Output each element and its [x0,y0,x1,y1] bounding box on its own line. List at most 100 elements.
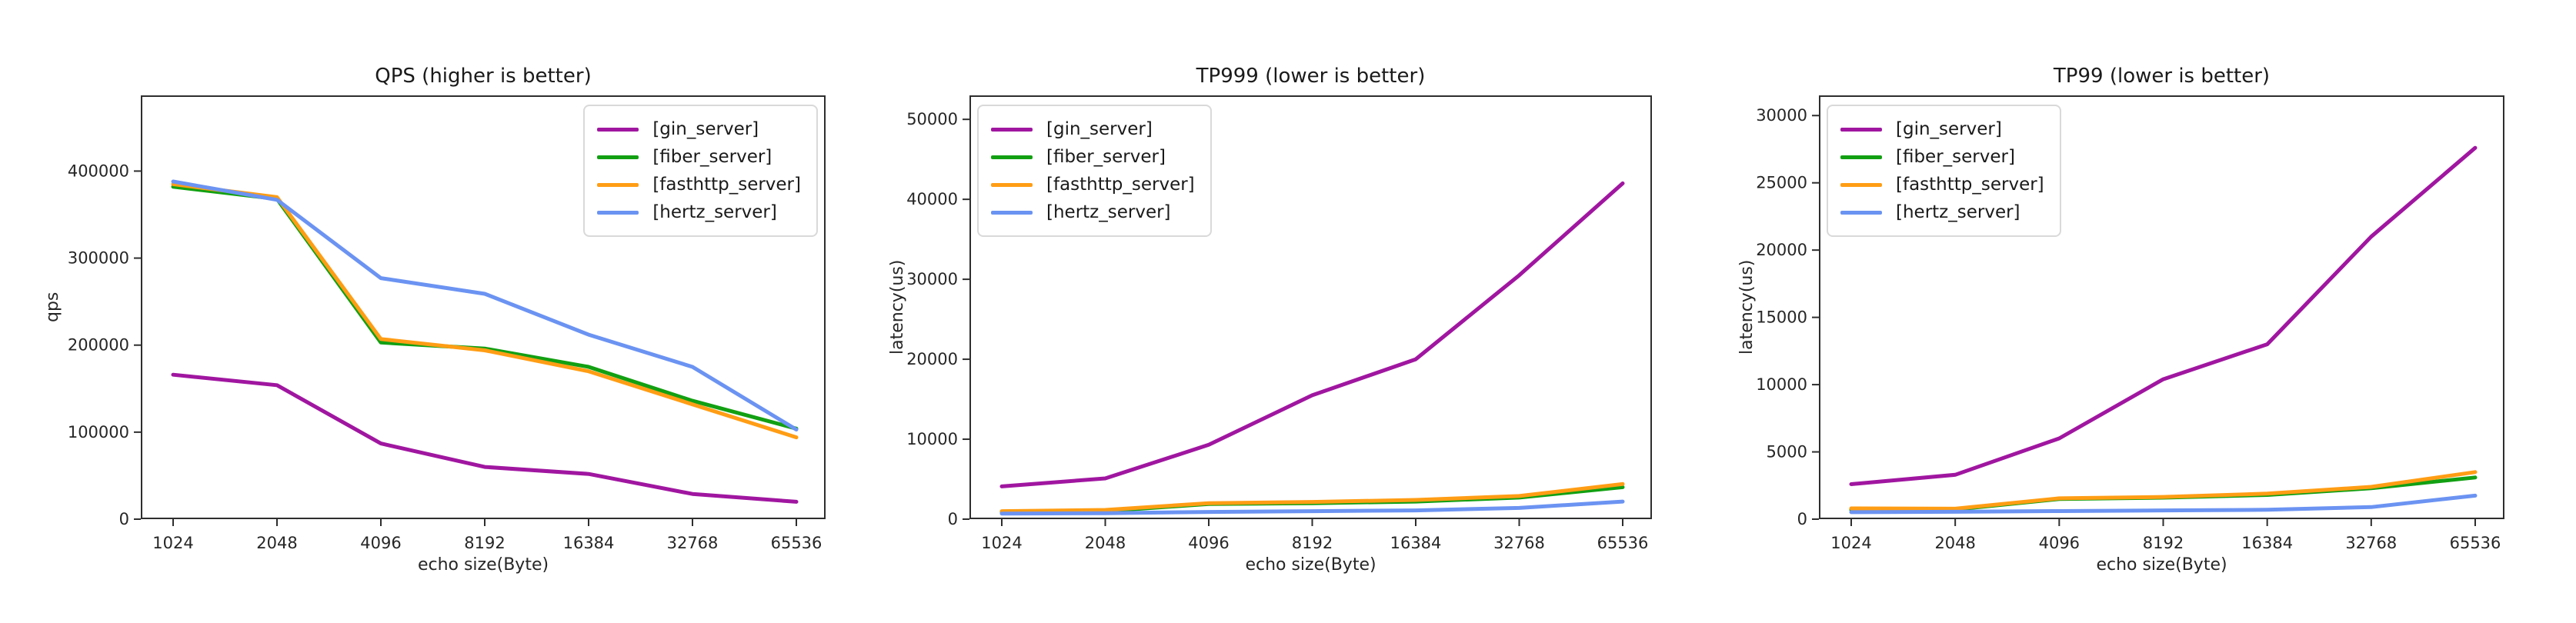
x-axis-label: echo size(Byte) [2096,555,2227,575]
series-line-hertz_server [1849,493,2478,515]
x-tick-label: 1024 [981,534,1022,552]
legend-label: [fasthttp_server] [1896,175,2044,195]
x-tick-label: 65536 [1597,534,1649,552]
x-tick-label: 16384 [1390,534,1442,552]
y-tick-label: 400000 [68,162,129,180]
plot-area: 0 100000 200000 300000 400000 1024 2048 4096 819… [68,95,826,552]
legend-item-fasthttp_server: [fasthttp_server] [597,171,801,198]
x-tick-label: 32768 [667,534,719,552]
legend-label: [hertz_server] [652,202,777,222]
series-line-gin_server [1849,145,2478,486]
legend-label: [gin_server] [1896,119,2002,139]
series-line-gin_server [171,372,799,504]
legend-line-swatch [597,155,639,159]
y-tick-label: 20000 [906,350,958,368]
x-tick-label: 65536 [2450,534,2501,552]
legend: [gin_server] [fiber_server] [fasthttp_serv… [977,105,1212,237]
x-tick-label: 4096 [360,534,401,552]
x-tick-label: 8192 [464,534,505,552]
x-axis-label: echo size(Byte) [417,555,549,575]
y-tick-label: 40000 [906,190,958,208]
legend-label: [hertz_server] [1896,202,2020,222]
y-tick-label: 0 [948,510,958,528]
legend-line-swatch [991,127,1033,132]
legend-item-hertz_server: [hertz_server] [1840,198,2044,226]
plot-area: 0 10000 20000 30000 40000 50000 1024 2048 4096 81… [906,95,1652,552]
y-axis-label: latency(us) [1737,259,1757,355]
y-tick-label: 20000 [1756,241,1807,259]
x-tick-label: 1024 [152,534,193,552]
x-tick-label: 32768 [1493,534,1545,552]
x-tick-label: 2048 [256,534,297,552]
legend-line-swatch [991,182,1033,187]
legend-line-swatch [597,182,639,187]
y-tick-label: 25000 [1756,174,1807,192]
x-tick-label: 1024 [1830,534,1871,552]
x-tick-label: 16384 [2241,534,2293,552]
y-tick-label: 5000 [1767,443,1807,461]
legend-item-fiber_server: [fiber_server] [597,143,801,171]
legend-label: [gin_server] [1046,119,1153,139]
x-tick-label: 4096 [2039,534,2080,552]
legend-line-swatch [991,210,1033,215]
legend-item-hertz_server: [hertz_server] [597,198,801,226]
axes-frame [141,95,826,519]
x-tick-label: 8192 [1292,534,1333,552]
y-tick-label: 15000 [1756,308,1807,327]
legend-line-swatch [991,155,1033,159]
y-tick-label: 200000 [68,336,129,355]
axes-frame [969,95,1652,519]
x-axis-label: echo size(Byte) [1245,555,1376,575]
legend-label: [hertz_server] [1046,202,1171,222]
y-tick-label: 0 [119,510,129,528]
y-axis-label: latency(us) [888,259,907,355]
x-tick-label: 2048 [1085,534,1126,552]
y-tick-label: 30000 [1756,106,1807,125]
chart-tp999: TP999 (lower is better) latency(us) 0 100… [859,0,1717,623]
legend-item-fasthttp_server: [fasthttp_server] [991,171,1195,198]
legend-label: [fiber_server] [1896,147,2015,167]
legend-line-swatch [1840,155,1882,159]
legend-item-fiber_server: [fiber_server] [1840,143,2044,171]
legend-item-gin_server: [gin_server] [1840,115,2044,143]
y-tick-label: 10000 [906,430,958,448]
series-line-fasthttp_server [999,481,1625,514]
legend-line-swatch [1840,182,1882,187]
x-tick-label: 65536 [771,534,823,552]
legend-label: [fiber_server] [1046,147,1166,167]
legend: [gin_server] [fiber_server] [fasthttp_serv… [583,105,818,237]
series-line-hertz_server [999,499,1625,516]
y-tick-label: 30000 [906,270,958,288]
legend-line-swatch [1840,210,1882,215]
y-tick-label: 50000 [906,110,958,128]
legend-label: [gin_server] [652,119,759,139]
x-tick-label: 8192 [2143,534,2184,552]
series-line-gin_server [999,181,1625,488]
axes-frame [1819,95,2504,519]
plot-area: 0 5000 10000 15000 20000 25000 30000 1024 2048 40… [1756,95,2504,552]
series-line-fasthttp_server [171,182,799,440]
x-tick-label: 16384 [563,534,615,552]
y-axis-label: qps [43,292,62,323]
y-tick-label: 0 [1797,510,1807,528]
chart-tp99: TP99 (lower is better) latency(us) 0 5000… [1717,0,2576,623]
legend-label: [fasthttp_server] [1046,175,1195,195]
legend-label: [fasthttp_server] [652,175,801,195]
legend-line-swatch [1840,127,1882,132]
x-tick-label: 32768 [2345,534,2397,552]
y-tick-label: 100000 [68,423,129,441]
chart-title: TP999 (lower is better) [1196,65,1426,88]
x-tick-label: 2048 [1934,534,1975,552]
chart-title: TP99 (lower is better) [2053,65,2271,88]
legend-line-swatch [597,127,639,132]
legend-item-gin_server: [gin_server] [991,115,1195,143]
legend-item-fiber_server: [fiber_server] [991,143,1195,171]
legend-line-swatch [597,210,639,215]
chart-qps: QPS (higher is better) qps 0 100000 200000… [0,0,859,623]
y-tick-label: 300000 [68,249,129,268]
series-line-fasthttp_server [1849,470,2478,511]
x-tick-label: 4096 [1188,534,1229,552]
chart-title: QPS (higher is better) [375,65,592,88]
legend-item-gin_server: [gin_server] [597,115,801,143]
